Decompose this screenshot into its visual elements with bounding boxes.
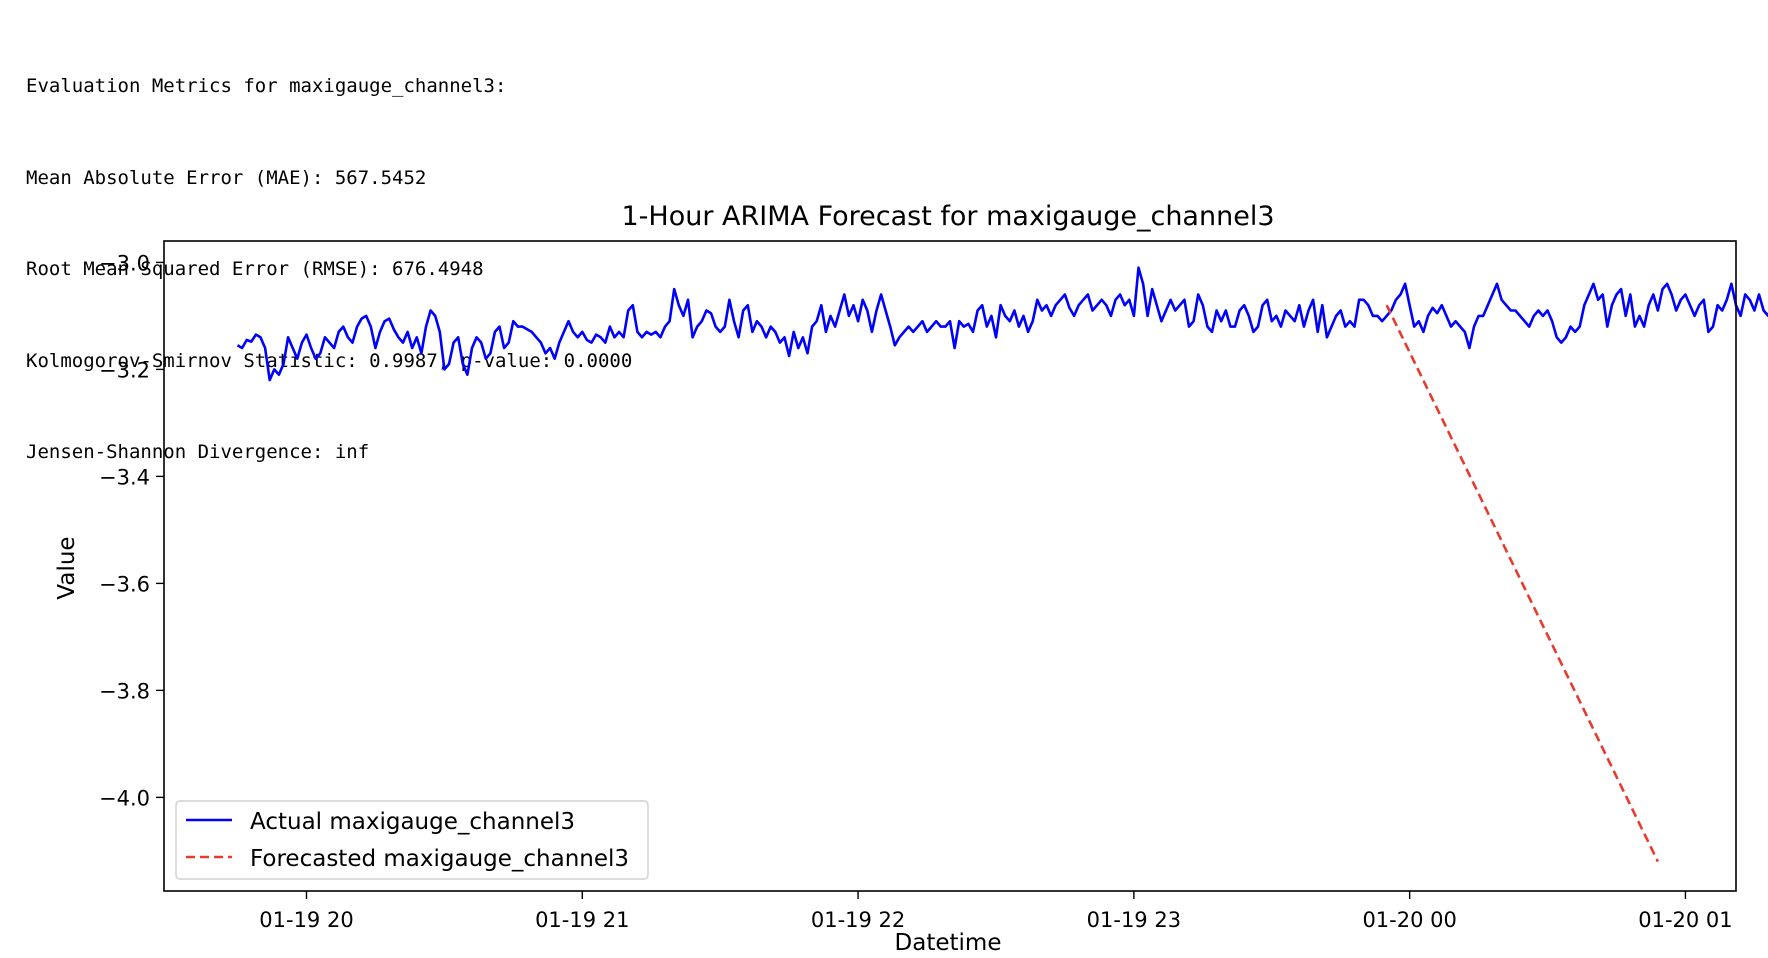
y-tick-label: −3.6 — [99, 572, 150, 596]
y-tick-label: −3.2 — [99, 358, 150, 382]
output-text: Evaluation Metrics for maxigauge_channel… — [26, 10, 632, 498]
x-tick-label: 01-19 21 — [535, 908, 629, 932]
x-axis-label: Datetime — [895, 930, 1002, 956]
metrics-heading: Evaluation Metrics for maxigauge_channel… — [26, 75, 507, 97]
plot-frame — [163, 240, 1737, 892]
js-line: Jensen-Shannon Divergence: inf — [26, 441, 370, 463]
legend-label-forecast: Forecasted maxigauge_channel3 — [250, 846, 629, 872]
x-tick-label: 01-20 01 — [1638, 908, 1732, 932]
series-line-actual — [236, 266, 1768, 382]
rmse-line: Root Mean Squared Error (RMSE): 676.4948 — [26, 258, 484, 280]
chart-title: 1-Hour ARIMA Forecast for maxigauge_chan… — [621, 201, 1274, 232]
x-tick-label: 01-19 20 — [259, 908, 353, 932]
x-tick-label: 01-19 23 — [1087, 908, 1181, 932]
plot-layer — [236, 266, 1768, 863]
x-tick-label: 01-19 22 — [811, 908, 905, 932]
legend-label-actual: Actual maxigauge_channel3 — [250, 809, 575, 835]
y-tick-label: −3.0 — [99, 251, 150, 275]
y-axis-label: Value — [54, 536, 80, 599]
x-tick-label: 01-20 00 — [1362, 908, 1456, 932]
mae-line: Mean Absolute Error (MAE): 567.5452 — [26, 166, 427, 189]
y-tick-label: −3.4 — [99, 465, 150, 489]
y-tick-label: −4.0 — [99, 786, 150, 810]
axes-layer: 01-19 20 01-19 21 01-19 22 01-19 23 01-20 00… — [99, 251, 1733, 932]
legend-box — [175, 800, 649, 880]
legend: Actual maxigauge_channel3 Forecasted max… — [175, 800, 649, 880]
y-tick-label: −3.8 — [99, 679, 150, 703]
series-line-forecast — [1385, 304, 1660, 863]
